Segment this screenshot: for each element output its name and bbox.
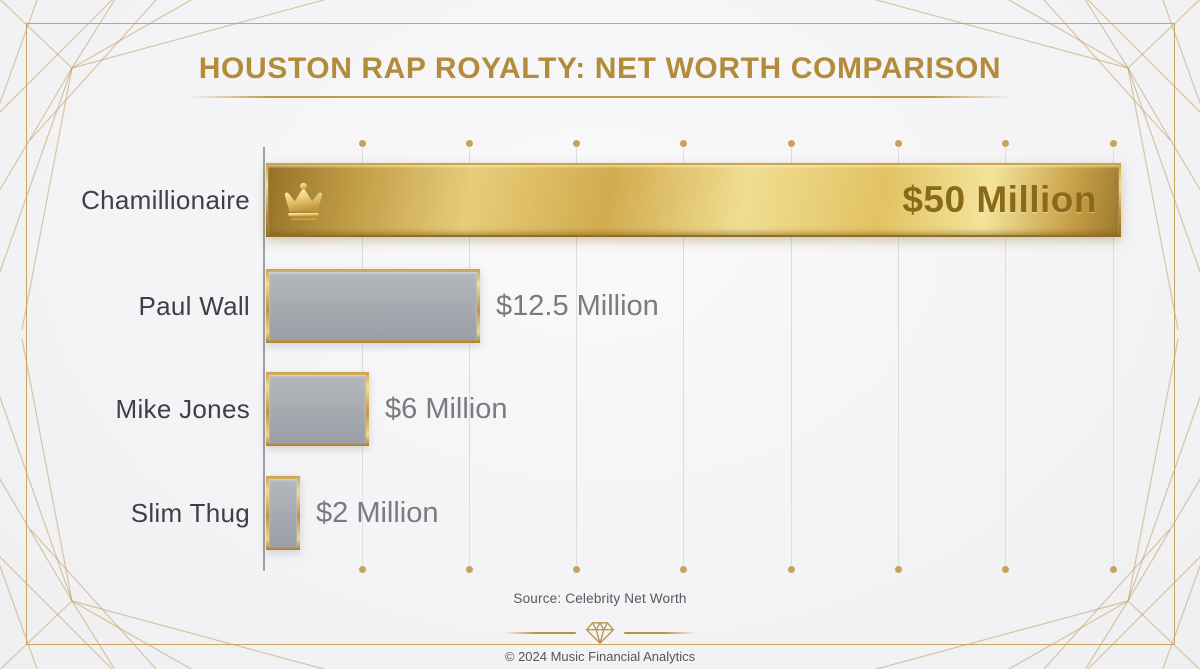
- title-underline: [187, 96, 1013, 98]
- category-label: Mike Jones: [115, 393, 250, 424]
- gridline: [358, 140, 366, 573]
- bar-slim-thug: [266, 476, 300, 550]
- divider-line-right: [624, 631, 696, 635]
- category-label: Slim Thug: [130, 497, 250, 528]
- chart-row-slim-thug: Slim Thug $2 Million: [0, 476, 1200, 550]
- page-title: HOUSTON RAP ROYALTY: NET WORTH COMPARISO…: [198, 52, 1002, 85]
- bar-fill: [269, 272, 477, 340]
- source-text: Source: Celebrity Net Worth: [513, 591, 687, 606]
- value-label: $12.5 Million: [496, 289, 659, 322]
- gridline: [1109, 140, 1117, 573]
- gridline: [573, 140, 581, 573]
- y-axis-line: [263, 147, 265, 571]
- value-label: $2 Million: [316, 496, 439, 529]
- diamond-icon: [585, 622, 615, 644]
- bar-fill: $50 Million: [268, 165, 1119, 235]
- category-label: Paul Wall: [138, 290, 250, 321]
- gridline: [465, 140, 473, 573]
- gridline: [680, 140, 688, 573]
- chart-row-paul-wall: Paul Wall $12.5 Million: [0, 269, 1200, 343]
- footer-divider: [0, 620, 1200, 646]
- divider-line-left: [504, 631, 576, 635]
- value-label: $50 Million: [902, 179, 1097, 220]
- gridline: [895, 140, 902, 573]
- gridline: [787, 140, 795, 573]
- bar-paul-wall: [266, 269, 480, 343]
- category-label: Chamillionaire: [81, 184, 250, 215]
- chart-row-mike-jones: Mike Jones $6 Million: [0, 372, 1200, 446]
- bar-fill: [269, 479, 297, 547]
- crown-icon: [284, 182, 323, 220]
- gridline: [1002, 140, 1010, 573]
- copyright-text: © 2024 Music Financial Analytics: [504, 649, 696, 664]
- bar-mike-jones: [266, 372, 369, 446]
- value-label: $6 Million: [385, 392, 508, 425]
- chart-row-chamillionaire: Chamillionaire $50 Million: [0, 163, 1200, 237]
- bar-chamillionaire: $50 Million: [266, 163, 1121, 237]
- bar-fill: [269, 375, 366, 443]
